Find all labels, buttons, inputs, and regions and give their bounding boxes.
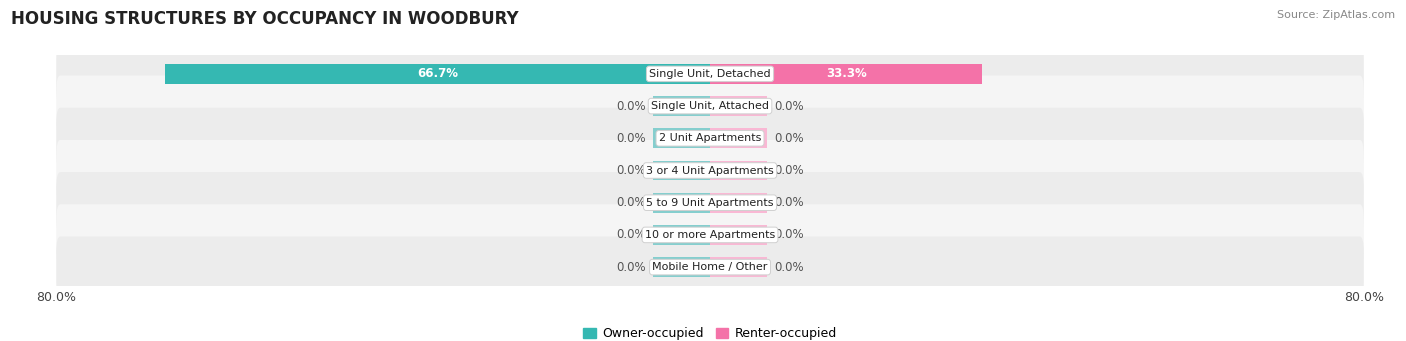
Text: 0.0%: 0.0% [773, 261, 803, 273]
Legend: Owner-occupied, Renter-occupied: Owner-occupied, Renter-occupied [578, 322, 842, 341]
FancyBboxPatch shape [56, 237, 1364, 298]
Text: 0.0%: 0.0% [773, 164, 803, 177]
FancyBboxPatch shape [56, 140, 1364, 201]
Text: 0.0%: 0.0% [773, 228, 803, 241]
Bar [710, 64, 983, 84]
Bar [652, 161, 710, 180]
Text: 33.3%: 33.3% [825, 68, 866, 80]
Text: 66.7%: 66.7% [418, 68, 458, 80]
Bar [652, 96, 710, 116]
FancyBboxPatch shape [56, 75, 1364, 137]
Text: 0.0%: 0.0% [617, 100, 647, 113]
Text: 0.0%: 0.0% [617, 228, 647, 241]
Bar [652, 193, 710, 213]
Text: 0.0%: 0.0% [617, 132, 647, 145]
Bar [710, 96, 768, 116]
Text: 3 or 4 Unit Apartments: 3 or 4 Unit Apartments [647, 165, 773, 176]
Bar [710, 161, 768, 180]
Text: HOUSING STRUCTURES BY OCCUPANCY IN WOODBURY: HOUSING STRUCTURES BY OCCUPANCY IN WOODB… [11, 10, 519, 28]
Bar [710, 193, 768, 213]
Text: 10 or more Apartments: 10 or more Apartments [645, 230, 775, 240]
Text: 0.0%: 0.0% [773, 196, 803, 209]
FancyBboxPatch shape [56, 204, 1364, 266]
Text: 0.0%: 0.0% [617, 164, 647, 177]
Bar [652, 128, 710, 148]
Bar [165, 64, 710, 84]
Text: 0.0%: 0.0% [617, 261, 647, 273]
Text: 0.0%: 0.0% [773, 100, 803, 113]
Bar [652, 257, 710, 277]
Text: 0.0%: 0.0% [773, 132, 803, 145]
Text: 0.0%: 0.0% [617, 196, 647, 209]
Bar [710, 225, 768, 245]
Bar [710, 128, 768, 148]
Text: Source: ZipAtlas.com: Source: ZipAtlas.com [1277, 10, 1395, 20]
Bar [710, 257, 768, 277]
Text: Mobile Home / Other: Mobile Home / Other [652, 262, 768, 272]
Text: 2 Unit Apartments: 2 Unit Apartments [659, 133, 761, 143]
Text: Single Unit, Attached: Single Unit, Attached [651, 101, 769, 111]
Text: 5 to 9 Unit Apartments: 5 to 9 Unit Apartments [647, 198, 773, 208]
Text: Single Unit, Detached: Single Unit, Detached [650, 69, 770, 79]
FancyBboxPatch shape [56, 172, 1364, 233]
FancyBboxPatch shape [56, 43, 1364, 104]
FancyBboxPatch shape [56, 108, 1364, 169]
Bar [652, 225, 710, 245]
